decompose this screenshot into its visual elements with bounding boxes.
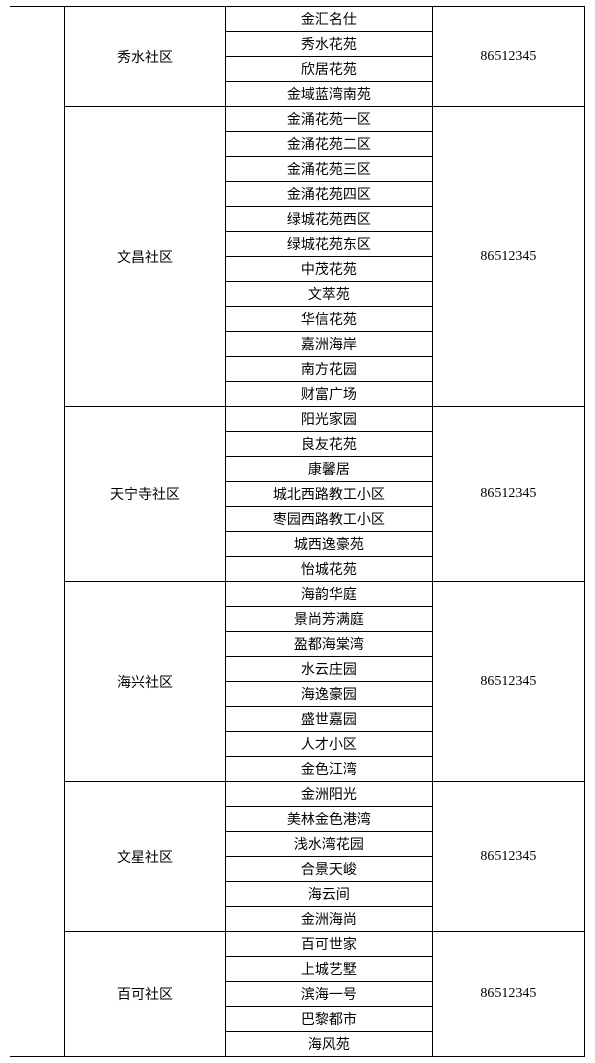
estate-name: 绿城花苑西区: [225, 207, 432, 232]
estate-name: 海云间: [225, 882, 432, 907]
community-name: 秀水社区: [65, 7, 226, 107]
estate-name: 秀水花苑: [225, 32, 432, 57]
estate-name: 滨海一号: [225, 982, 432, 1007]
estate-name: 金涌花苑一区: [225, 107, 432, 132]
phone-number: 86512345: [432, 7, 584, 107]
phone-number: 86512345: [432, 782, 584, 932]
estate-name: 金涌花苑二区: [225, 132, 432, 157]
table-row: 文昌社区金涌花苑一区86512345: [10, 107, 585, 132]
table-row: 百可社区百可世家86512345: [10, 932, 585, 957]
estate-name: 美林金色港湾: [225, 807, 432, 832]
estate-name: 海逸豪园: [225, 682, 432, 707]
estate-name: 城西逸豪苑: [225, 532, 432, 557]
estate-name: 华信花苑: [225, 307, 432, 332]
table-row: 海兴社区海韵华庭86512345: [10, 582, 585, 607]
estate-name: 金洲海尚: [225, 907, 432, 932]
left-column: [10, 7, 65, 1057]
estate-name: 财富广场: [225, 382, 432, 407]
estate-name: 盛世嘉园: [225, 707, 432, 732]
community-name: 百可社区: [65, 932, 226, 1057]
community-table: 秀水社区金汇名仕86512345秀水花苑欣居花苑金域蓝湾南苑文昌社区金涌花苑一区…: [10, 6, 585, 1057]
estate-name: 金汇名仕: [225, 7, 432, 32]
estate-name: 嘉洲海岸: [225, 332, 432, 357]
estate-name: 人才小区: [225, 732, 432, 757]
estate-name: 浅水湾花园: [225, 832, 432, 857]
estate-name: 欣居花苑: [225, 57, 432, 82]
estate-name: 合景天峻: [225, 857, 432, 882]
estate-name: 金域蓝湾南苑: [225, 82, 432, 107]
estate-name: 海韵华庭: [225, 582, 432, 607]
estate-name: 海风苑: [225, 1032, 432, 1057]
phone-number: 86512345: [432, 407, 584, 582]
estate-name: 中茂花苑: [225, 257, 432, 282]
estate-name: 金色江湾: [225, 757, 432, 782]
estate-name: 百可世家: [225, 932, 432, 957]
estate-name: 巴黎都市: [225, 1007, 432, 1032]
estate-name: 枣园西路教工小区: [225, 507, 432, 532]
phone-number: 86512345: [432, 107, 584, 407]
estate-name: 水云庄园: [225, 657, 432, 682]
estate-name: 良友花苑: [225, 432, 432, 457]
table-row: 文星社区金洲阳光86512345: [10, 782, 585, 807]
estate-name: 景尚芳满庭: [225, 607, 432, 632]
estate-name: 怡城花苑: [225, 557, 432, 582]
estate-name: 上城艺墅: [225, 957, 432, 982]
estate-name: 绿城花苑东区: [225, 232, 432, 257]
phone-number: 86512345: [432, 582, 584, 782]
table-row: 秀水社区金汇名仕86512345: [10, 7, 585, 32]
community-name: 文星社区: [65, 782, 226, 932]
community-name: 文昌社区: [65, 107, 226, 407]
community-name: 天宁寺社区: [65, 407, 226, 582]
estate-name: 南方花园: [225, 357, 432, 382]
estate-name: 金涌花苑四区: [225, 182, 432, 207]
estate-name: 金涌花苑三区: [225, 157, 432, 182]
estate-name: 阳光家园: [225, 407, 432, 432]
table-row: 天宁寺社区阳光家园86512345: [10, 407, 585, 432]
estate-name: 金洲阳光: [225, 782, 432, 807]
estate-name: 盈都海棠湾: [225, 632, 432, 657]
phone-number: 86512345: [432, 932, 584, 1057]
community-name: 海兴社区: [65, 582, 226, 782]
estate-name: 城北西路教工小区: [225, 482, 432, 507]
estate-name: 文萃苑: [225, 282, 432, 307]
estate-name: 康馨居: [225, 457, 432, 482]
